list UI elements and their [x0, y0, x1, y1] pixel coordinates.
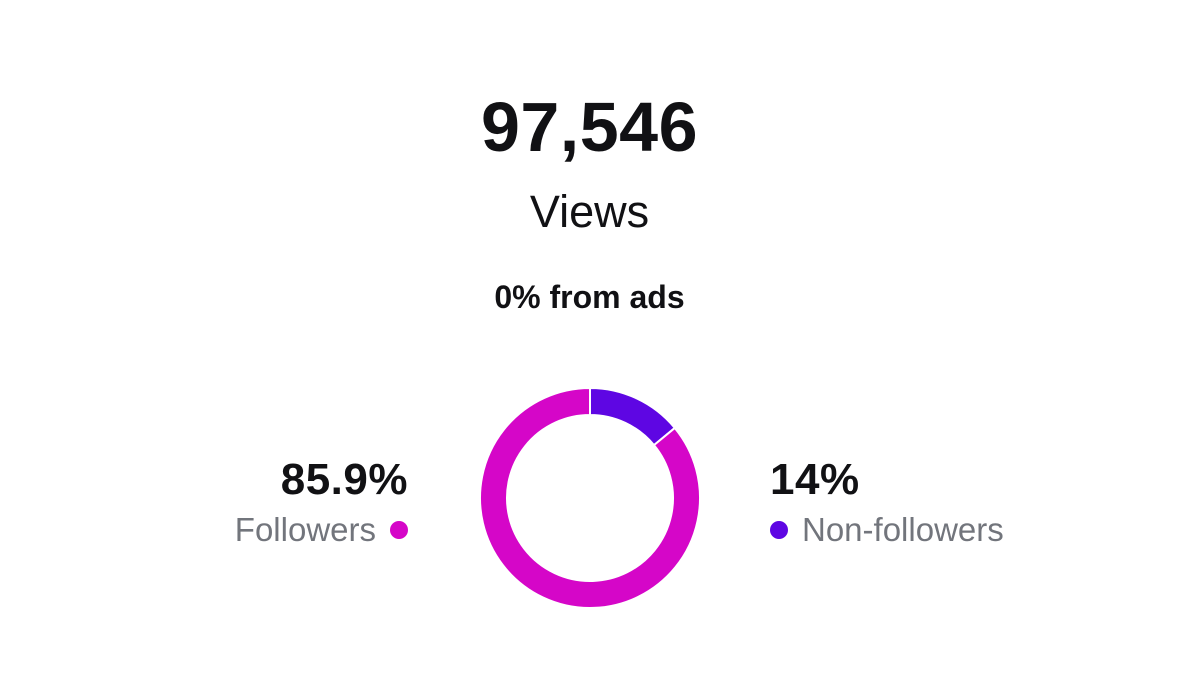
views-label: Views — [529, 186, 650, 237]
non-followers-dot-icon — [770, 521, 788, 539]
non-followers-label: Non-followers — [802, 511, 1004, 548]
followers-percent: 85.9% — [280, 455, 408, 504]
followers-legend-row: Followers — [235, 508, 408, 552]
followers-label: Followers — [234, 511, 376, 548]
non-followers-legend-row: Non-followers — [770, 508, 1004, 552]
non-followers-legend: 14% Non-followers — [770, 452, 1004, 552]
followers-legend: 85.9% Followers — [235, 452, 408, 552]
non-followers-slice — [589, 386, 677, 447]
total-views-count: 97,546 — [480, 88, 699, 166]
non-followers-percent: 14% — [770, 455, 860, 504]
followers-dot-icon — [390, 521, 408, 539]
ads-share-label: 0% from ads — [494, 279, 685, 315]
views-donut-chart — [479, 386, 701, 609]
followers-slice — [479, 386, 701, 609]
